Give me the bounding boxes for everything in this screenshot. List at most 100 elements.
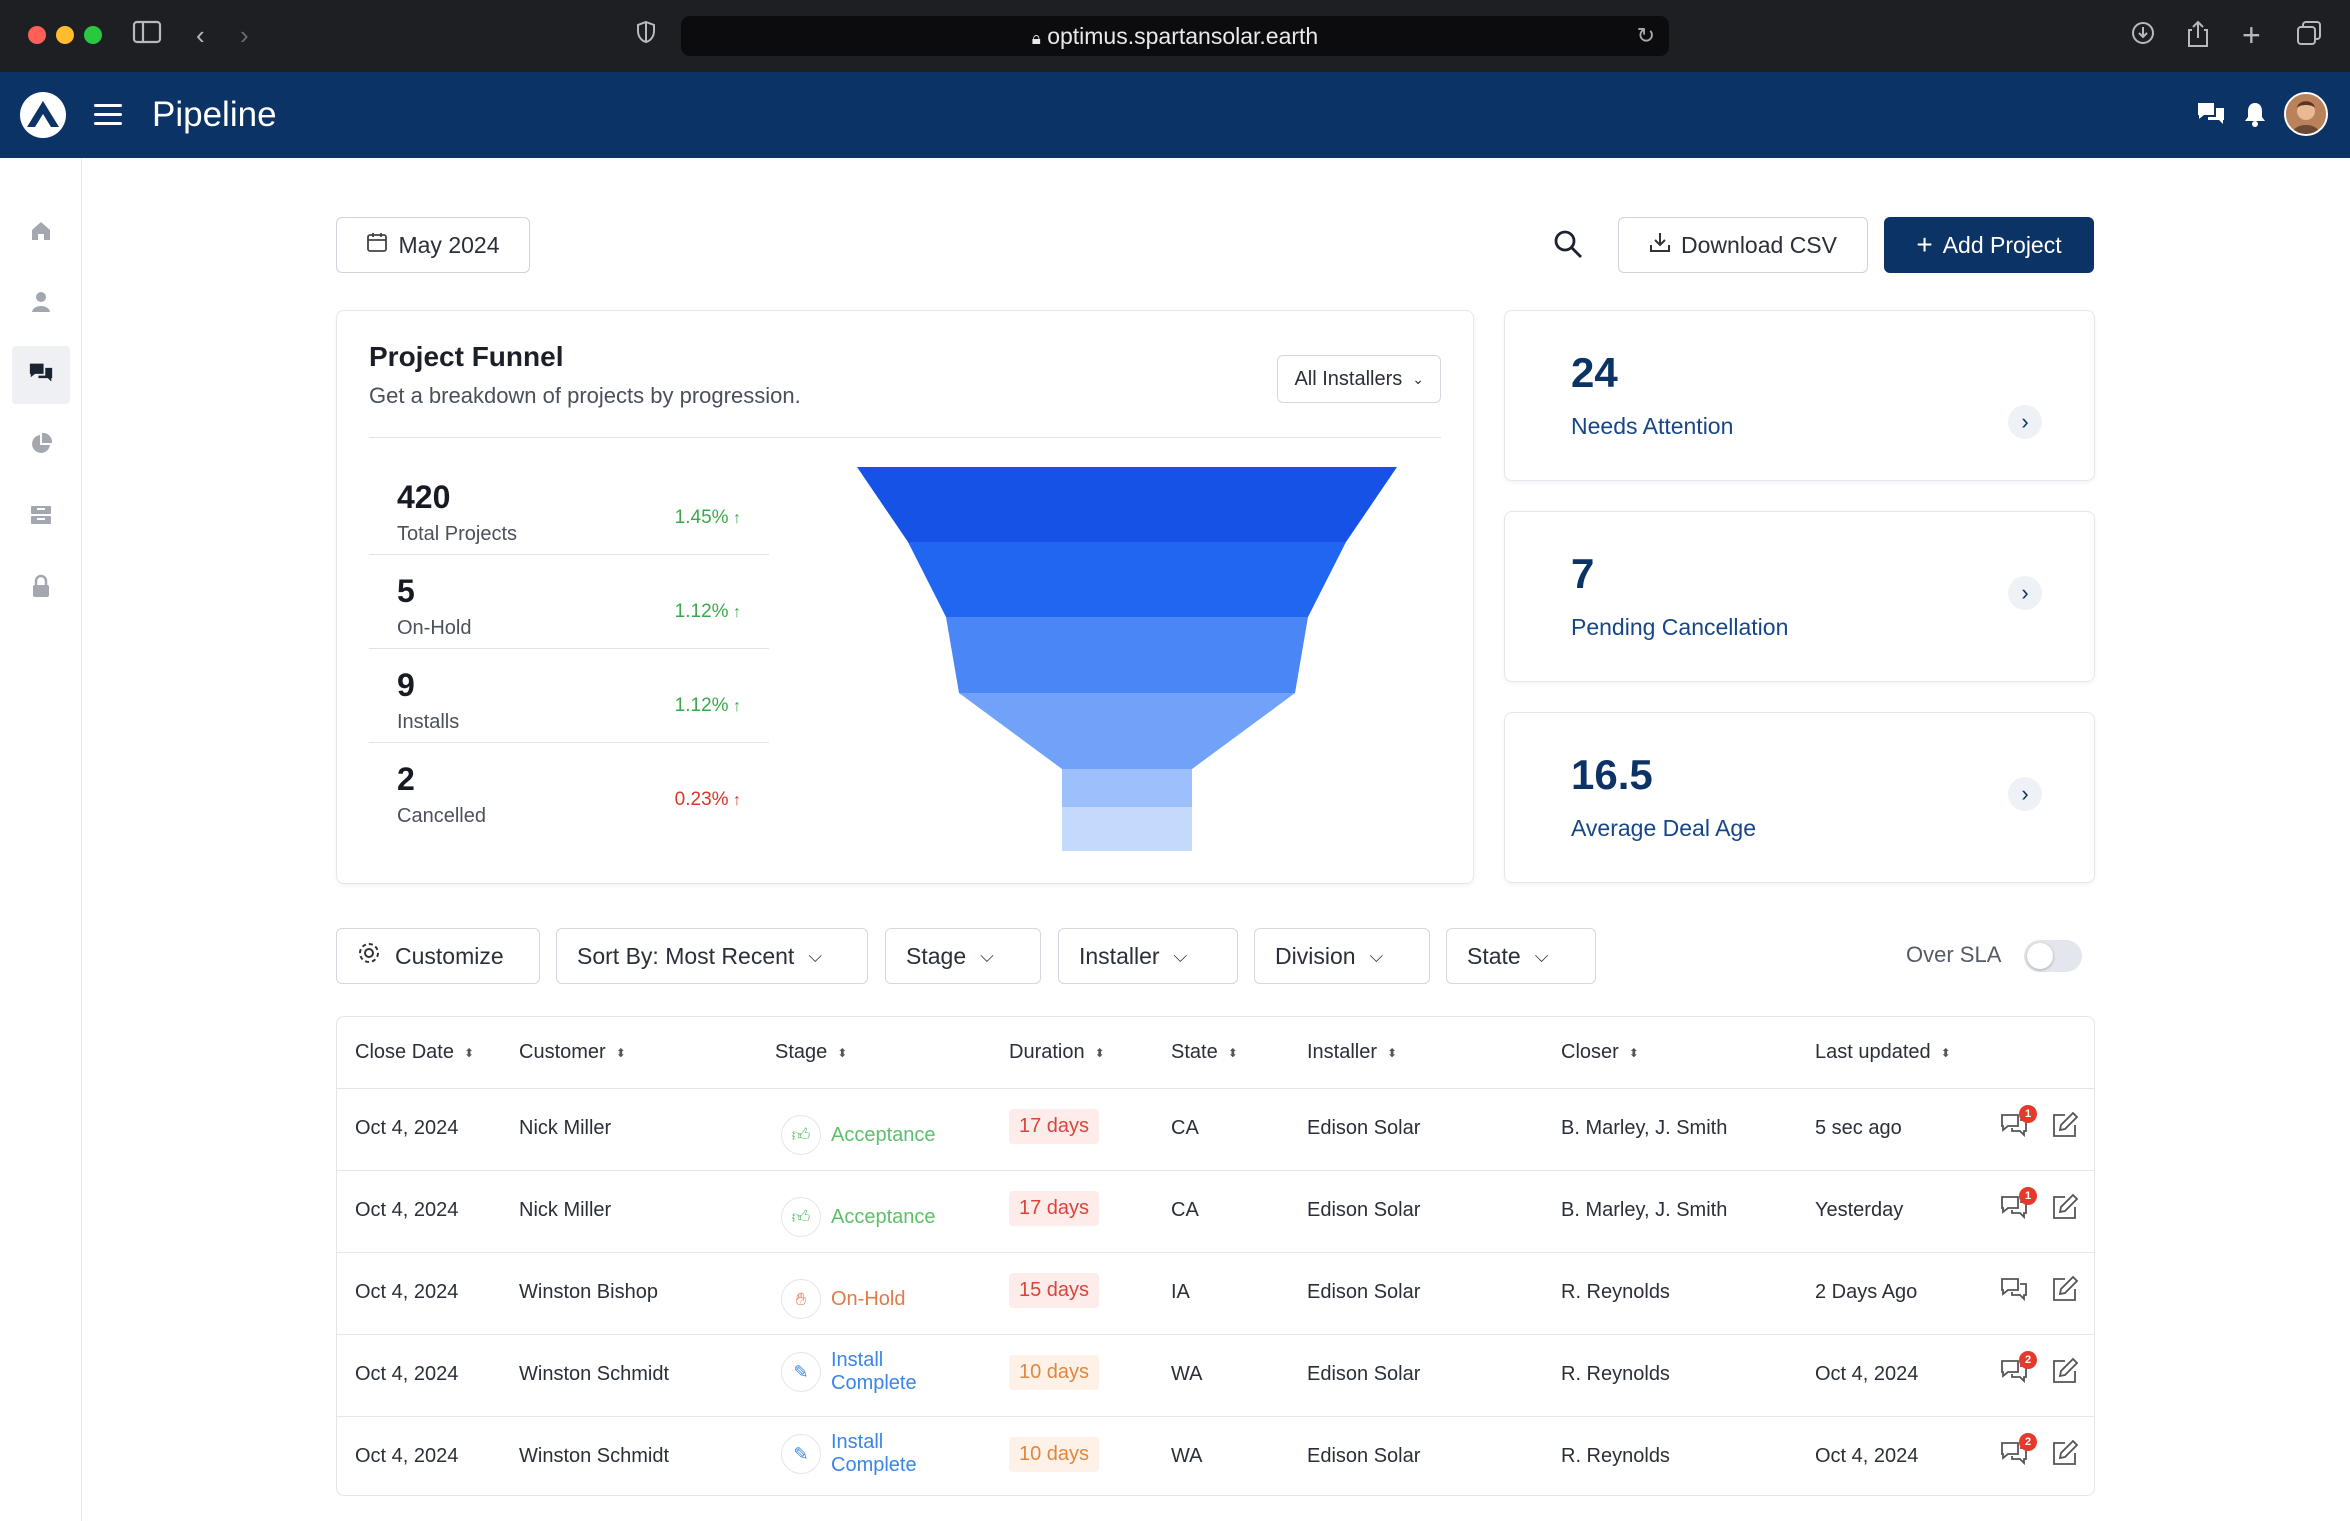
sort-icon: ⬍ xyxy=(837,1045,848,1060)
table-row[interactable]: Oct 4, 2024 Winston Schmidt ✎ Install Compl… xyxy=(337,1335,2094,1417)
comment-count-badge: 2 xyxy=(2019,1433,2037,1451)
edit-icon[interactable] xyxy=(2051,1111,2079,1146)
edit-icon[interactable] xyxy=(2051,1193,2079,1228)
funnel-segment xyxy=(1062,769,1192,807)
funnel-stat: 5 On-Hold 1.12% ↑ xyxy=(369,555,769,649)
edit-icon[interactable] xyxy=(2051,1275,2079,1310)
stat-change: 0.23% ↑ xyxy=(675,789,741,811)
chevron-right-icon[interactable]: › xyxy=(2008,405,2042,439)
sidebar-item-pipeline[interactable] xyxy=(12,346,70,404)
funnel-segment xyxy=(946,617,1308,693)
duration-badge: 15 days xyxy=(1009,1273,1100,1308)
search-icon[interactable] xyxy=(1552,228,1584,265)
funnel-chart xyxy=(857,467,1397,851)
column-header-label: Last updated xyxy=(1815,1041,1931,1063)
column-header-label: State xyxy=(1171,1041,1218,1063)
column-header[interactable]: Installer ⬍ xyxy=(1307,1041,1397,1064)
stat-change-value: 1.12% xyxy=(674,601,729,622)
comments-icon[interactable] xyxy=(1999,1275,2029,1310)
comments-icon[interactable]: 2 xyxy=(1999,1351,2037,1392)
table-row[interactable]: Oct 4, 2024 Nick Miller 👍︎ Acceptance 17 day… xyxy=(337,1171,2094,1253)
over-sla-toggle[interactable] xyxy=(2024,940,2082,972)
column-header[interactable]: State ⬍ xyxy=(1171,1041,1238,1064)
table-row[interactable]: Oct 4, 2024 Nick Miller 👍︎ Acceptance 17 day… xyxy=(337,1089,2094,1171)
date-picker-button[interactable]: May 2024 xyxy=(336,217,530,273)
add-project-label: Add Project xyxy=(1942,231,2062,258)
back-icon[interactable]: ‹ xyxy=(196,20,205,50)
comments-icon[interactable]: 2 xyxy=(1999,1433,2037,1474)
menu-icon[interactable] xyxy=(94,104,122,126)
bell-icon[interactable] xyxy=(2242,100,2268,134)
customer-cell[interactable]: Nick Miller xyxy=(519,1199,612,1221)
share-icon[interactable] xyxy=(2186,20,2210,54)
column-header-label: Closer xyxy=(1561,1041,1619,1063)
column-header[interactable]: Closer ⬍ xyxy=(1561,1041,1639,1064)
column-header[interactable]: Customer ⬍ xyxy=(519,1041,626,1064)
close-date-cell: Oct 4, 2024 xyxy=(355,1199,459,1221)
column-header[interactable]: Duration ⬍ xyxy=(1009,1041,1105,1064)
table-row[interactable]: Oct 4, 2024 Winston Bishop ✋︎ On-Hold 15 day… xyxy=(337,1253,2094,1335)
customer-cell[interactable]: Winston Bishop xyxy=(519,1281,658,1303)
download-icon[interactable] xyxy=(2130,20,2156,52)
sort-icon: ⬍ xyxy=(1628,1045,1639,1060)
customize-button[interactable]: Customize xyxy=(336,928,540,984)
sidebar-item-users[interactable] xyxy=(12,275,70,333)
app-logo[interactable] xyxy=(20,92,66,138)
stage-icon: ✎ xyxy=(781,1352,821,1392)
installer-select[interactable]: All Installers ⌄ xyxy=(1277,355,1441,403)
comments-icon[interactable]: 1 xyxy=(1999,1105,2037,1146)
user-avatar[interactable] xyxy=(2284,92,2328,136)
stage-label: On-Hold xyxy=(831,1287,906,1310)
chevron-right-icon[interactable]: › xyxy=(2008,576,2042,610)
stage-filter[interactable]: Stage ⌵ xyxy=(885,928,1041,984)
state-cell: WA xyxy=(1171,1445,1203,1467)
kpi-card[interactable]: 16.5 Average Deal Age › xyxy=(1504,712,2095,883)
address-bar[interactable]: 🔒︎ optimus.spartansolar.earth ↻ xyxy=(681,16,1669,56)
divider xyxy=(369,437,1441,438)
tab-overview-icon[interactable] xyxy=(2296,20,2322,52)
maximize-window-button[interactable] xyxy=(84,26,102,44)
comments-icon[interactable]: 1 xyxy=(1999,1187,2037,1228)
installer-cell: Edison Solar xyxy=(1307,1199,1421,1221)
stage-cell: ✎ Install Complete xyxy=(781,1431,961,1477)
sidebar-item-reports[interactable] xyxy=(12,417,70,475)
sidebar-item-home[interactable] xyxy=(12,204,70,262)
stage-cell: 👍︎ Acceptance xyxy=(781,1115,961,1155)
division-filter[interactable]: Division ⌵ xyxy=(1254,928,1430,984)
column-header[interactable]: Last updated ⬍ xyxy=(1815,1041,1951,1064)
close-window-button[interactable] xyxy=(28,26,46,44)
kpi-card[interactable]: 24 Needs Attention › xyxy=(1504,310,2095,481)
forward-icon[interactable]: › xyxy=(240,20,249,50)
column-header[interactable]: Close Date ⬍ xyxy=(355,1041,474,1064)
table-row[interactable]: Oct 4, 2024 Winston Schmidt ✎ Install Compl… xyxy=(337,1417,2094,1495)
stage-icon: 👍︎ xyxy=(781,1115,821,1155)
chat-icon[interactable] xyxy=(2196,100,2226,134)
customer-cell[interactable]: Nick Miller xyxy=(519,1117,612,1139)
column-header[interactable]: Stage ⬍ xyxy=(775,1041,847,1064)
customer-cell[interactable]: Winston Schmidt xyxy=(519,1363,670,1385)
stat-value: 9 xyxy=(397,667,415,703)
shield-icon[interactable] xyxy=(636,20,656,50)
download-csv-button[interactable]: Download CSV xyxy=(1618,217,1868,273)
last-updated-cell: Oct 4, 2024 xyxy=(1815,1445,1919,1467)
edit-icon[interactable] xyxy=(2051,1357,2079,1392)
installer-filter[interactable]: Installer ⌵ xyxy=(1058,928,1238,984)
add-project-button[interactable]: + Add Project xyxy=(1884,217,2094,273)
funnel-segment xyxy=(908,542,1346,617)
reload-icon[interactable]: ↻ xyxy=(1636,23,1655,48)
minimize-window-button[interactable] xyxy=(56,26,74,44)
sidebar-item-security[interactable] xyxy=(12,559,70,617)
stat-label: Cancelled xyxy=(397,805,486,827)
table-header: Close Date ⬍ Customer ⬍ Stage ⬍ Duration ⬍ State… xyxy=(337,1017,2094,1089)
sort-dropdown[interactable]: Sort By: Most Recent ⌵ xyxy=(556,928,868,984)
division-filter-label: Division xyxy=(1275,942,1356,969)
state-filter[interactable]: State ⌵ xyxy=(1446,928,1596,984)
new-tab-icon[interactable]: + xyxy=(2242,17,2261,53)
app-header: Pipeline xyxy=(0,72,2350,158)
edit-icon[interactable] xyxy=(2051,1439,2079,1474)
customer-cell[interactable]: Winston Schmidt xyxy=(519,1445,670,1467)
sidebar-item-inbox[interactable] xyxy=(12,488,70,546)
chevron-right-icon[interactable]: › xyxy=(2008,777,2042,811)
kpi-card[interactable]: 7 Pending Cancellation › xyxy=(1504,511,2095,682)
sidebar-toggle-icon[interactable] xyxy=(132,20,162,50)
